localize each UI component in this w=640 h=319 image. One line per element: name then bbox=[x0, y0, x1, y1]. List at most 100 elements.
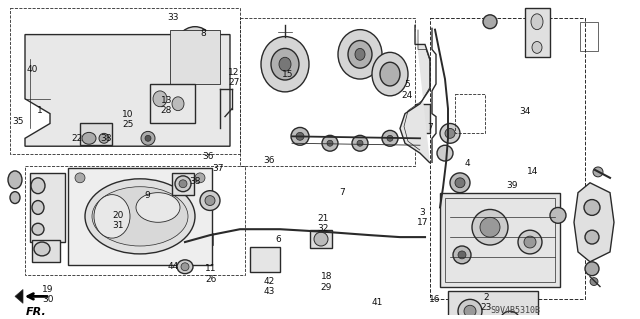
Text: FR.: FR. bbox=[26, 307, 46, 317]
Ellipse shape bbox=[92, 187, 188, 246]
Polygon shape bbox=[574, 183, 614, 262]
Ellipse shape bbox=[483, 15, 497, 29]
Ellipse shape bbox=[458, 251, 466, 259]
Ellipse shape bbox=[524, 236, 536, 248]
Ellipse shape bbox=[82, 132, 96, 144]
Bar bbox=[310, 230, 332, 248]
Ellipse shape bbox=[173, 27, 217, 82]
Ellipse shape bbox=[322, 135, 338, 151]
Text: 11
26: 11 26 bbox=[205, 264, 217, 284]
Bar bbox=[30, 173, 65, 242]
Ellipse shape bbox=[291, 128, 309, 145]
Bar bbox=[170, 30, 220, 84]
Ellipse shape bbox=[480, 217, 500, 237]
Ellipse shape bbox=[99, 133, 109, 143]
Ellipse shape bbox=[34, 242, 50, 256]
Ellipse shape bbox=[338, 30, 382, 79]
Ellipse shape bbox=[189, 47, 201, 62]
Ellipse shape bbox=[585, 230, 599, 244]
Bar bbox=[440, 193, 560, 286]
Ellipse shape bbox=[387, 135, 393, 141]
Bar bbox=[430, 18, 585, 299]
Bar bbox=[150, 84, 195, 123]
Ellipse shape bbox=[10, 192, 20, 204]
Ellipse shape bbox=[357, 140, 363, 146]
Polygon shape bbox=[25, 34, 230, 146]
Ellipse shape bbox=[348, 41, 372, 68]
Polygon shape bbox=[15, 289, 23, 303]
Text: 21
32: 21 32 bbox=[317, 214, 329, 234]
Text: 37: 37 bbox=[212, 164, 223, 173]
Ellipse shape bbox=[145, 135, 151, 141]
Ellipse shape bbox=[141, 131, 155, 145]
Ellipse shape bbox=[450, 173, 470, 193]
Ellipse shape bbox=[177, 260, 193, 274]
Text: 8: 8 bbox=[201, 29, 206, 38]
Ellipse shape bbox=[380, 62, 400, 86]
Text: 1: 1 bbox=[37, 106, 42, 115]
Text: 5
24: 5 24 bbox=[401, 80, 413, 100]
Ellipse shape bbox=[279, 57, 291, 71]
Text: 3
17: 3 17 bbox=[417, 208, 428, 227]
Ellipse shape bbox=[372, 52, 408, 96]
Ellipse shape bbox=[314, 232, 328, 246]
Text: 33: 33 bbox=[167, 13, 179, 22]
Ellipse shape bbox=[32, 223, 44, 235]
Ellipse shape bbox=[352, 135, 368, 151]
Text: 2
23: 2 23 bbox=[481, 293, 492, 312]
Ellipse shape bbox=[271, 48, 299, 80]
Ellipse shape bbox=[464, 305, 476, 317]
Text: 35: 35 bbox=[12, 117, 24, 126]
Ellipse shape bbox=[458, 299, 482, 319]
Ellipse shape bbox=[94, 195, 130, 238]
Text: S9V4B5310B: S9V4B5310B bbox=[490, 306, 540, 315]
Text: 7: 7 bbox=[428, 123, 433, 132]
Text: 16: 16 bbox=[429, 295, 441, 304]
Text: 7: 7 bbox=[340, 188, 345, 197]
Text: 39: 39 bbox=[506, 182, 518, 190]
Text: 38: 38 bbox=[100, 134, 111, 143]
Text: 34: 34 bbox=[519, 108, 531, 116]
Bar bbox=[448, 292, 538, 319]
Text: 36: 36 bbox=[263, 156, 275, 165]
Polygon shape bbox=[68, 168, 212, 265]
Bar bbox=[80, 123, 112, 145]
Bar bbox=[25, 166, 245, 275]
Ellipse shape bbox=[584, 200, 600, 215]
Text: 20
31: 20 31 bbox=[113, 211, 124, 230]
Text: 15: 15 bbox=[282, 70, 294, 78]
Ellipse shape bbox=[585, 262, 599, 276]
Polygon shape bbox=[400, 25, 430, 163]
Ellipse shape bbox=[445, 129, 455, 138]
Bar bbox=[10, 8, 240, 154]
Ellipse shape bbox=[500, 311, 520, 319]
Ellipse shape bbox=[195, 173, 205, 183]
Ellipse shape bbox=[296, 132, 304, 140]
Ellipse shape bbox=[472, 210, 508, 245]
Text: 13
28: 13 28 bbox=[161, 96, 172, 115]
Ellipse shape bbox=[550, 207, 566, 223]
Ellipse shape bbox=[8, 171, 22, 189]
Ellipse shape bbox=[136, 193, 180, 222]
Ellipse shape bbox=[181, 263, 189, 271]
Ellipse shape bbox=[85, 179, 195, 254]
Text: 12
27: 12 27 bbox=[228, 68, 239, 87]
Ellipse shape bbox=[532, 41, 542, 53]
Text: 9: 9 bbox=[145, 191, 150, 200]
Ellipse shape bbox=[440, 123, 460, 143]
Ellipse shape bbox=[518, 230, 542, 254]
Ellipse shape bbox=[590, 278, 598, 286]
Ellipse shape bbox=[382, 130, 398, 146]
Text: 19
30: 19 30 bbox=[42, 285, 54, 304]
Ellipse shape bbox=[531, 14, 543, 30]
Text: 42
43: 42 43 bbox=[263, 277, 275, 296]
Ellipse shape bbox=[32, 201, 44, 214]
Text: 4: 4 bbox=[465, 160, 470, 168]
Bar bbox=[525, 8, 550, 57]
Text: 22: 22 bbox=[71, 134, 83, 143]
Bar bbox=[455, 94, 485, 133]
Text: 10
25: 10 25 bbox=[122, 110, 134, 130]
Bar bbox=[250, 247, 280, 272]
Text: 36: 36 bbox=[202, 152, 214, 160]
Bar bbox=[580, 22, 598, 51]
